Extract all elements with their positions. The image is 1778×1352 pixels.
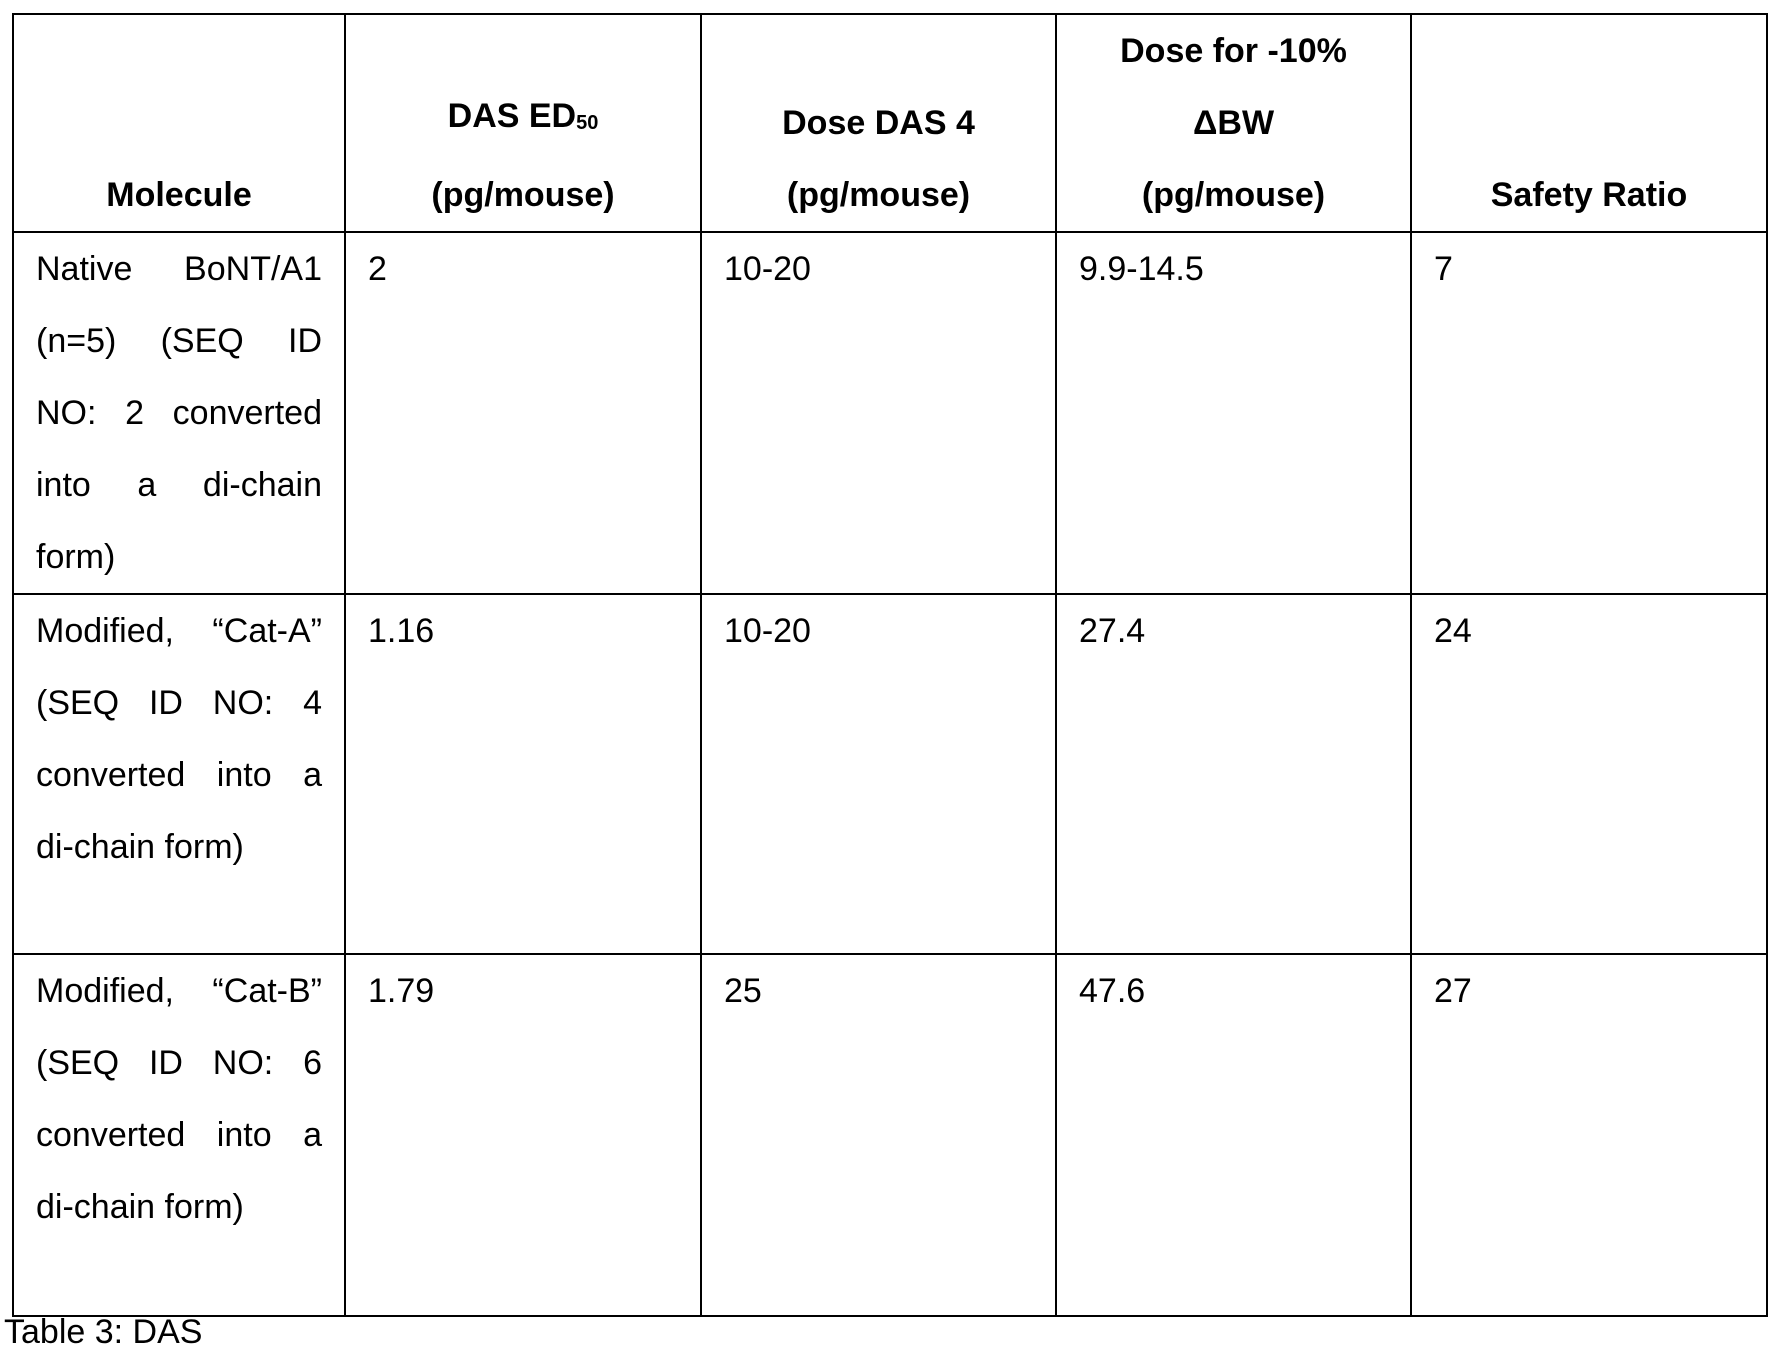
table-row: Modified, “Cat-A” (SEQ ID NO: 4 converte… — [13, 594, 1767, 954]
header-dose-bw: Dose for -10%ΔBW(pg/mouse) — [1056, 14, 1411, 232]
cell-dose-bw: 27.4 — [1056, 594, 1411, 954]
cell-safety-ratio: 27 — [1411, 954, 1767, 1316]
header-safety-ratio: Safety Ratio — [1411, 14, 1767, 232]
table-caption: Table 3: DAS — [4, 1312, 202, 1352]
cell-das-ed50: 2 — [345, 232, 701, 594]
cell-molecule: Modified, “Cat-B” (SEQ ID NO: 6 converte… — [13, 954, 345, 1316]
cell-das-ed50: 1.79 — [345, 954, 701, 1316]
header-row: Molecule DAS ED50(pg/mouse) Dose DAS 4(p… — [13, 14, 1767, 232]
table-row: Native BoNT/A1 (n=5) (SEQ ID NO: 2 conve… — [13, 232, 1767, 594]
cell-dose-das4: 10-20 — [701, 232, 1056, 594]
cell-molecule: Modified, “Cat-A” (SEQ ID NO: 4 converte… — [13, 594, 345, 954]
header-molecule: Molecule — [13, 14, 345, 232]
cell-safety-ratio: 7 — [1411, 232, 1767, 594]
cell-molecule: Native BoNT/A1 (n=5) (SEQ ID NO: 2 conve… — [13, 232, 345, 594]
cell-safety-ratio: 24 — [1411, 594, 1767, 954]
cell-dose-das4: 25 — [701, 954, 1056, 1316]
cell-dose-bw: 47.6 — [1056, 954, 1411, 1316]
cell-das-ed50: 1.16 — [345, 594, 701, 954]
results-table: Molecule DAS ED50(pg/mouse) Dose DAS 4(p… — [12, 13, 1768, 1317]
table-row: Modified, “Cat-B” (SEQ ID NO: 6 converte… — [13, 954, 1767, 1316]
header-dose-das4: Dose DAS 4(pg/mouse) — [701, 14, 1056, 232]
header-das-ed50: DAS ED50(pg/mouse) — [345, 14, 701, 232]
cell-dose-bw: 9.9-14.5 — [1056, 232, 1411, 594]
cell-dose-das4: 10-20 — [701, 594, 1056, 954]
